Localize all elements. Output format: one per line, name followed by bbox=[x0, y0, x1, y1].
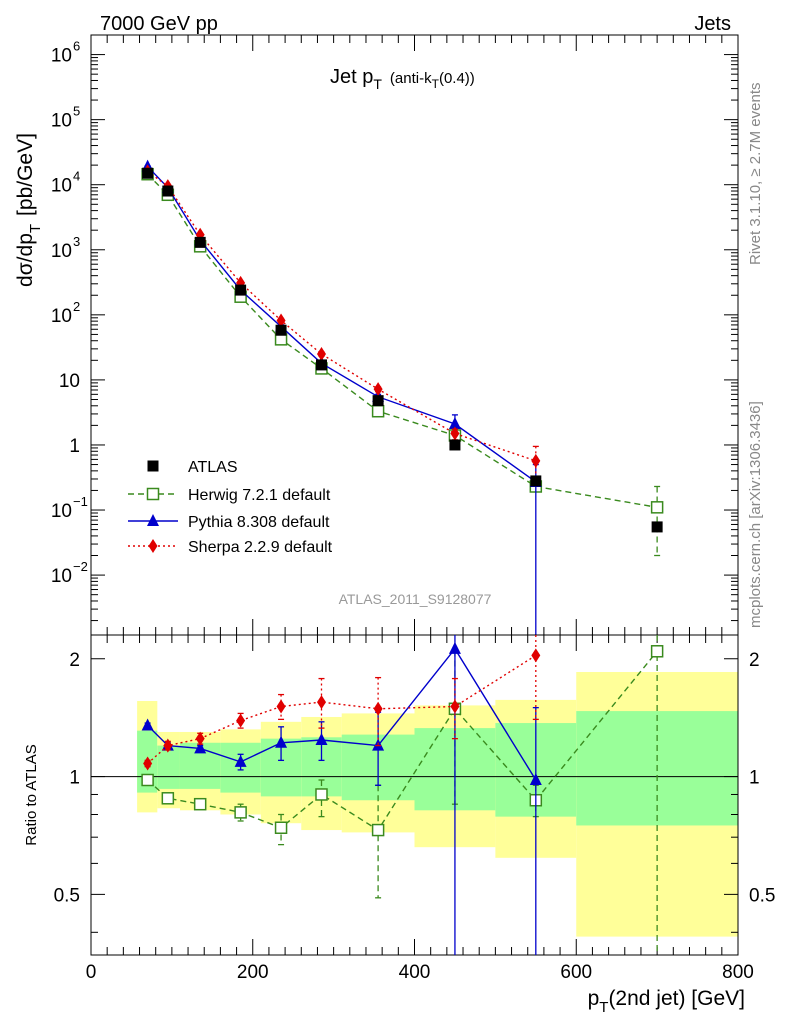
ratio-y-tick-label-right: 2 bbox=[749, 650, 760, 671]
herwig-line bbox=[147, 650, 658, 832]
analysis-watermark: ATLAS_2011_S9128077 bbox=[339, 591, 492, 607]
main-y-tick-exponent: 2 bbox=[73, 299, 80, 314]
atlas-point bbox=[235, 284, 247, 296]
sherpa-point bbox=[195, 731, 205, 746]
pythia-point bbox=[315, 733, 328, 746]
atlas-point bbox=[449, 439, 461, 451]
ratio-panel: 0 200 400 600 800 0.5 0.5 1 1 2 2 Ratio to ATLAS pT(… bbox=[23, 634, 775, 1016]
herwig-point bbox=[650, 645, 664, 658]
atlas-point bbox=[194, 236, 206, 248]
main-y-tick-label: 10 bbox=[51, 566, 72, 587]
herwig-point bbox=[650, 501, 664, 514]
sherpa-point bbox=[531, 453, 541, 468]
atlas-point bbox=[315, 359, 327, 371]
main-y-tick-label: 10 bbox=[51, 176, 72, 197]
sherpa-line bbox=[147, 654, 537, 765]
rivet-label: Rivet 3.1.10, ≥ 2.7M events bbox=[747, 83, 764, 266]
herwig-point bbox=[234, 806, 247, 819]
legend-label-pythia: Pythia 8.308 default bbox=[188, 514, 330, 531]
main-y-tick-exponent: 4 bbox=[73, 169, 80, 184]
herwig-point bbox=[193, 797, 207, 811]
sherpa-point bbox=[276, 699, 286, 714]
sherpa-point bbox=[236, 713, 246, 728]
atlas-point bbox=[162, 185, 174, 197]
chart-title: Jet pT (anti-kT(0.4)) bbox=[330, 66, 475, 92]
main-y-tick-exponent: 5 bbox=[73, 104, 80, 119]
main-y-tick-exponent: −1 bbox=[73, 494, 88, 509]
ratio-x-tick-label: 0 bbox=[86, 962, 97, 983]
main-y-tick-label: 10 bbox=[51, 241, 72, 262]
main-y-tick-label: 10 bbox=[51, 306, 72, 327]
sherpa-line bbox=[147, 170, 537, 462]
pythia-point bbox=[194, 741, 207, 754]
atlas-point bbox=[372, 395, 384, 407]
sherpa-point bbox=[531, 648, 541, 663]
ratio-x-tick-label: 400 bbox=[399, 962, 431, 983]
atlas-point bbox=[142, 167, 154, 179]
atlas-point bbox=[530, 475, 542, 487]
ratio-y-tick-label: 2 bbox=[69, 650, 80, 671]
legend-marker-herwig bbox=[146, 487, 160, 501]
ratio-x-tick-label: 600 bbox=[560, 962, 592, 983]
header-process: Jets bbox=[694, 13, 731, 35]
pythia-point bbox=[275, 735, 288, 748]
legend-marker-sherpa bbox=[148, 539, 158, 553]
sherpa-point bbox=[143, 756, 153, 771]
legend-marker-atlas bbox=[147, 460, 159, 472]
legend-label-atlas: ATLAS bbox=[188, 459, 238, 476]
legend-label-sherpa: Sherpa 2.2.9 default bbox=[188, 539, 333, 556]
sherpa-point bbox=[450, 699, 460, 714]
ratio-y-tick-label-right: 0.5 bbox=[749, 885, 775, 906]
sherpa-point bbox=[163, 738, 173, 753]
x-axis-label: pT(2nd jet) [GeV] bbox=[588, 987, 745, 1016]
main-y-tick-exponent: 3 bbox=[73, 234, 80, 249]
main-y-tick-label: 10 bbox=[51, 111, 72, 132]
herwig-line bbox=[147, 173, 658, 509]
pythia-line bbox=[147, 166, 537, 483]
sherpa-point bbox=[373, 701, 383, 716]
ratio-band-inner bbox=[157, 745, 180, 789]
sherpa-point bbox=[450, 426, 460, 441]
main-y-axis-label: dσ/dpT[pb/GeV] bbox=[14, 133, 44, 287]
pythia-point bbox=[448, 416, 461, 429]
sherpa-point bbox=[373, 382, 383, 397]
atlas-point bbox=[651, 521, 663, 533]
herwig-point bbox=[315, 788, 328, 801]
ratio-x-tick-label: 800 bbox=[722, 962, 754, 983]
herwig-point bbox=[274, 821, 288, 834]
mcplots-label: mcplots.cern.ch [arXiv:1306.3436] bbox=[747, 401, 764, 628]
legend-label-herwig: Herwig 7.2.1 default bbox=[188, 487, 331, 504]
main-y-tick-label: 10 bbox=[51, 46, 72, 67]
main-y-tick-label: 10 bbox=[59, 371, 80, 392]
ratio-y-tick-label-right: 1 bbox=[749, 768, 760, 789]
sherpa-point bbox=[316, 347, 326, 362]
herwig-point bbox=[371, 404, 385, 418]
main-y-tick-label: 10 bbox=[51, 501, 72, 522]
header-energy: 7000 GeV pp bbox=[100, 13, 218, 35]
pythia-point bbox=[234, 754, 247, 767]
ratio-y-axis-label: Ratio to ATLAS bbox=[23, 744, 40, 845]
herwig-point bbox=[161, 792, 175, 805]
atlas-point bbox=[275, 324, 287, 336]
pythia-point bbox=[141, 718, 154, 731]
ratio-y-tick-label: 1 bbox=[69, 768, 80, 789]
main-y-tick-exponent: −2 bbox=[73, 559, 88, 574]
sherpa-point bbox=[316, 695, 326, 710]
sherpa-point bbox=[276, 313, 286, 328]
pythia-point bbox=[448, 641, 461, 654]
main-y-tick-label: 1 bbox=[69, 436, 80, 457]
herwig-point bbox=[371, 823, 385, 837]
ratio-x-tick-label: 200 bbox=[237, 962, 269, 983]
herwig-point bbox=[141, 773, 154, 787]
legend-marker-pythia bbox=[147, 514, 159, 526]
pythia-point bbox=[529, 772, 542, 785]
ratio-y-tick-label: 0.5 bbox=[54, 885, 80, 906]
main-y-tick-exponent: 6 bbox=[73, 39, 80, 54]
